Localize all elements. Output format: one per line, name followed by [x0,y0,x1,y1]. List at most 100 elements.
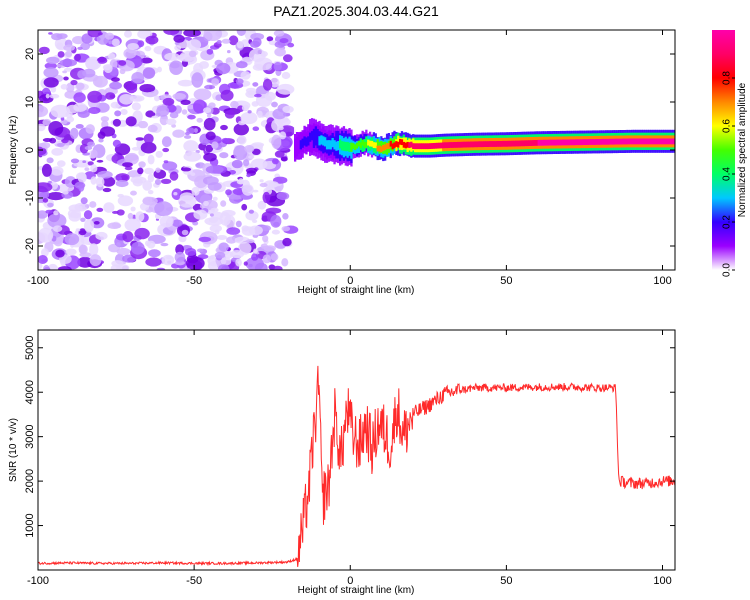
noise-blob [268,181,279,188]
signal-cell [562,139,565,146]
noise-blob [69,127,79,140]
noise-blob [181,109,188,115]
noise-blob [260,225,271,232]
noise-blob [252,219,258,223]
signal-cell [359,142,362,149]
noise-blob [142,67,156,79]
noise-blob [173,192,178,196]
signal-cell [442,142,445,149]
noise-blob [122,162,133,168]
noise-blob [47,202,54,208]
signal-cell [404,142,407,149]
noise-blob [144,45,152,52]
noise-blob [248,209,254,214]
noise-blob [108,53,116,60]
signal-cell [621,138,625,145]
noise-blob [172,93,186,100]
spectrogram-xtick-label: -50 [186,275,202,287]
signal-cell [457,141,460,148]
noise-blob [142,180,153,191]
signal-cell [322,136,325,146]
noise-blob [199,61,209,69]
noise-blob [220,124,228,131]
noise-blob [240,111,258,125]
signal-cell [577,139,580,146]
noise-blob [43,67,59,78]
noise-blob [271,134,282,149]
signal-cell [608,138,612,145]
spectrogram-xtick-label: -100 [27,275,49,287]
signal-cell [505,140,509,147]
signal-cell [636,138,640,145]
signal-cell [591,139,595,145]
signal-cell [586,139,589,145]
noise-blob [198,236,211,242]
signal-cell [610,138,613,145]
colorbar: 0.0 0.2 0.4 0.6 0.8 Normalized spectral ampl… [712,30,748,277]
signal-cell [367,139,370,146]
signal-cell [552,139,555,146]
signal-cell [372,142,375,148]
noise-blob [116,247,131,256]
noise-blob [41,248,49,257]
noise-blob [156,105,170,117]
signal-cell [603,138,606,145]
noise-blob [233,145,248,161]
noise-blob [42,118,52,126]
noise-blob [251,253,259,261]
noise-blob [131,146,141,151]
snr-series-line [38,365,675,567]
noise-blob [116,176,122,180]
signal-cell [490,141,494,147]
noise-blob [226,236,237,244]
signal-cell [352,143,355,149]
signal-cell [361,140,364,152]
noise-blob [130,176,147,184]
signal-cell [464,141,467,148]
noise-blob [164,52,180,61]
colorbar-tick-label: 0.0 [722,263,733,277]
spectrogram-plot-area [38,30,675,270]
noise-blob [38,210,48,219]
signal-cell [354,144,357,151]
noise-blob [236,61,248,69]
signal-cell [402,141,405,148]
noise-blob [259,51,268,57]
signal-cell [485,141,488,147]
noise-blob [161,136,172,148]
spectrogram-ytick-label: 0 [24,147,36,153]
noise-blob [140,57,153,64]
noise-blob [209,224,222,233]
signal-cell [588,139,591,145]
noise-blob [122,231,134,243]
noise-blob [187,39,202,51]
noise-blob [43,77,59,88]
noise-blob [120,174,129,181]
noise-blob [220,257,232,266]
noise-blob [93,221,100,225]
noise-blob [281,71,291,80]
noise-blob [40,142,51,149]
signal-cell [483,141,486,147]
noise-blob [105,32,114,40]
signal-cell [316,133,319,144]
noise-blob [251,101,259,107]
signal-track [294,118,675,167]
signal-cell [487,141,490,147]
noise-blob [118,60,127,66]
colorbar-ticks: 0.0 0.2 0.4 0.6 0.8 [722,71,735,277]
signal-cell [530,140,533,146]
noise-blob [87,161,94,166]
noise-blob [87,30,102,38]
colorbar-label: Normalized spectral amplitude [737,82,748,217]
noise-blob [130,206,136,212]
noise-blob [116,242,121,248]
noise-blob [140,141,157,154]
signal-cell [518,140,522,147]
signal-cell [481,141,484,148]
noise-blob [96,159,104,163]
noise-blob [162,147,170,153]
noise-blob [243,159,250,167]
noise-blob [77,70,87,79]
noise-blob [225,189,232,196]
